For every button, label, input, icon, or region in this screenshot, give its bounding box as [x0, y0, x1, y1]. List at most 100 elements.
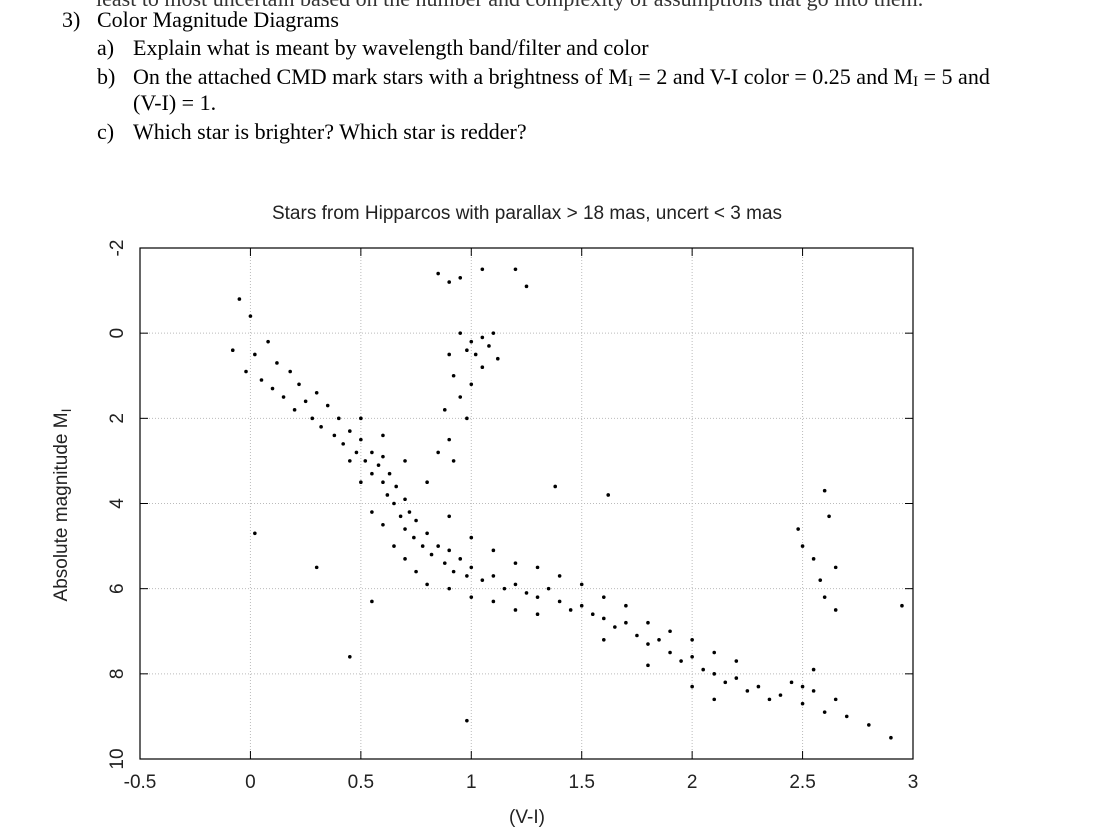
star-point [425, 531, 429, 536]
star-point [553, 484, 558, 489]
star-point [469, 382, 474, 387]
star-point [480, 578, 485, 582]
star-point [412, 535, 416, 540]
star-point [447, 352, 452, 357]
star-point [303, 399, 308, 404]
x-tick-label: -0.5 [124, 772, 157, 793]
star-point [524, 284, 529, 289]
star-point [524, 591, 529, 595]
subscript: I [913, 74, 919, 90]
star-point [465, 416, 469, 421]
text-part: On the attached CMD mark stars with a br… [133, 64, 628, 89]
star-point [734, 659, 739, 663]
star-point [237, 297, 242, 301]
star-point [387, 471, 392, 476]
x-tick-label: 3 [908, 772, 919, 793]
star-point [579, 582, 584, 587]
star-point [394, 484, 398, 489]
x-tick-label: 1 [466, 772, 477, 793]
star-point [469, 595, 474, 599]
star-point [253, 352, 257, 357]
star-point [491, 548, 496, 553]
star-point [451, 459, 456, 463]
star-point [833, 697, 838, 702]
star-point [429, 552, 434, 557]
star-point [436, 450, 440, 455]
star-point [458, 276, 463, 280]
star-point [811, 557, 816, 561]
star-point [712, 672, 717, 676]
star-point [385, 493, 390, 497]
star-point [491, 331, 496, 335]
star-point [487, 344, 491, 348]
star-point [712, 697, 717, 702]
star-point [370, 471, 374, 476]
star-point [354, 450, 359, 455]
item-text: Explain what is meant by wavelength band… [133, 35, 649, 60]
star-point [436, 271, 440, 276]
star-point [535, 612, 540, 617]
star-point [292, 408, 297, 412]
star-point [557, 599, 562, 604]
star-point [398, 514, 403, 519]
star-point [275, 361, 279, 365]
y-axis-label: Absolute magnitude MI [51, 409, 74, 602]
star-point [557, 574, 562, 578]
star-point [513, 582, 518, 587]
star-point [568, 608, 573, 612]
star-point [425, 480, 429, 485]
star-point [370, 510, 374, 514]
star-point [230, 348, 235, 353]
subscript: I [627, 74, 633, 90]
star-point [363, 459, 368, 463]
star-point [332, 433, 337, 438]
star-point [288, 369, 292, 374]
star-point [822, 710, 827, 714]
star-point [811, 689, 816, 693]
question-title: Color Magnitude Diagrams [97, 7, 339, 32]
star-point [513, 561, 518, 565]
star-point [833, 608, 838, 612]
star-point [314, 565, 319, 570]
y-tick-label: 2 [107, 413, 128, 424]
star-point [403, 527, 407, 531]
star-point [465, 348, 469, 353]
star-point [690, 637, 694, 642]
star-point [800, 701, 805, 706]
star-point [447, 280, 452, 284]
star-point [606, 493, 611, 497]
star-point [690, 655, 694, 659]
star-point [451, 569, 456, 574]
star-point [325, 403, 330, 408]
star-point [458, 557, 463, 561]
star-point [800, 684, 805, 689]
star-point [602, 637, 606, 642]
star-point [480, 267, 485, 272]
star-point [442, 561, 447, 565]
star-point [844, 714, 849, 719]
star-point [458, 331, 463, 335]
question-number: 3) [62, 7, 81, 32]
star-point [495, 356, 500, 361]
star-point [253, 531, 257, 536]
star-point [822, 488, 827, 493]
star-point [336, 416, 341, 421]
x-tick-label: 0 [245, 772, 256, 793]
item-text: Which star is brighter? Which star is re… [133, 119, 527, 144]
x-tick-label: 2.5 [789, 772, 815, 793]
y-tick-label: -2 [107, 240, 128, 257]
star-point [370, 450, 374, 455]
star-point [348, 429, 352, 433]
star-point [491, 599, 496, 604]
star-point [348, 655, 352, 659]
star-point [734, 676, 739, 680]
star-point [668, 650, 672, 655]
star-point [712, 650, 717, 655]
star-point [480, 335, 485, 340]
star-point [469, 535, 474, 540]
star-point [535, 565, 540, 570]
star-point [359, 480, 363, 485]
y-label-main: Absolute magnitude M [51, 412, 72, 601]
star-point [646, 642, 650, 646]
star-point [447, 548, 452, 553]
